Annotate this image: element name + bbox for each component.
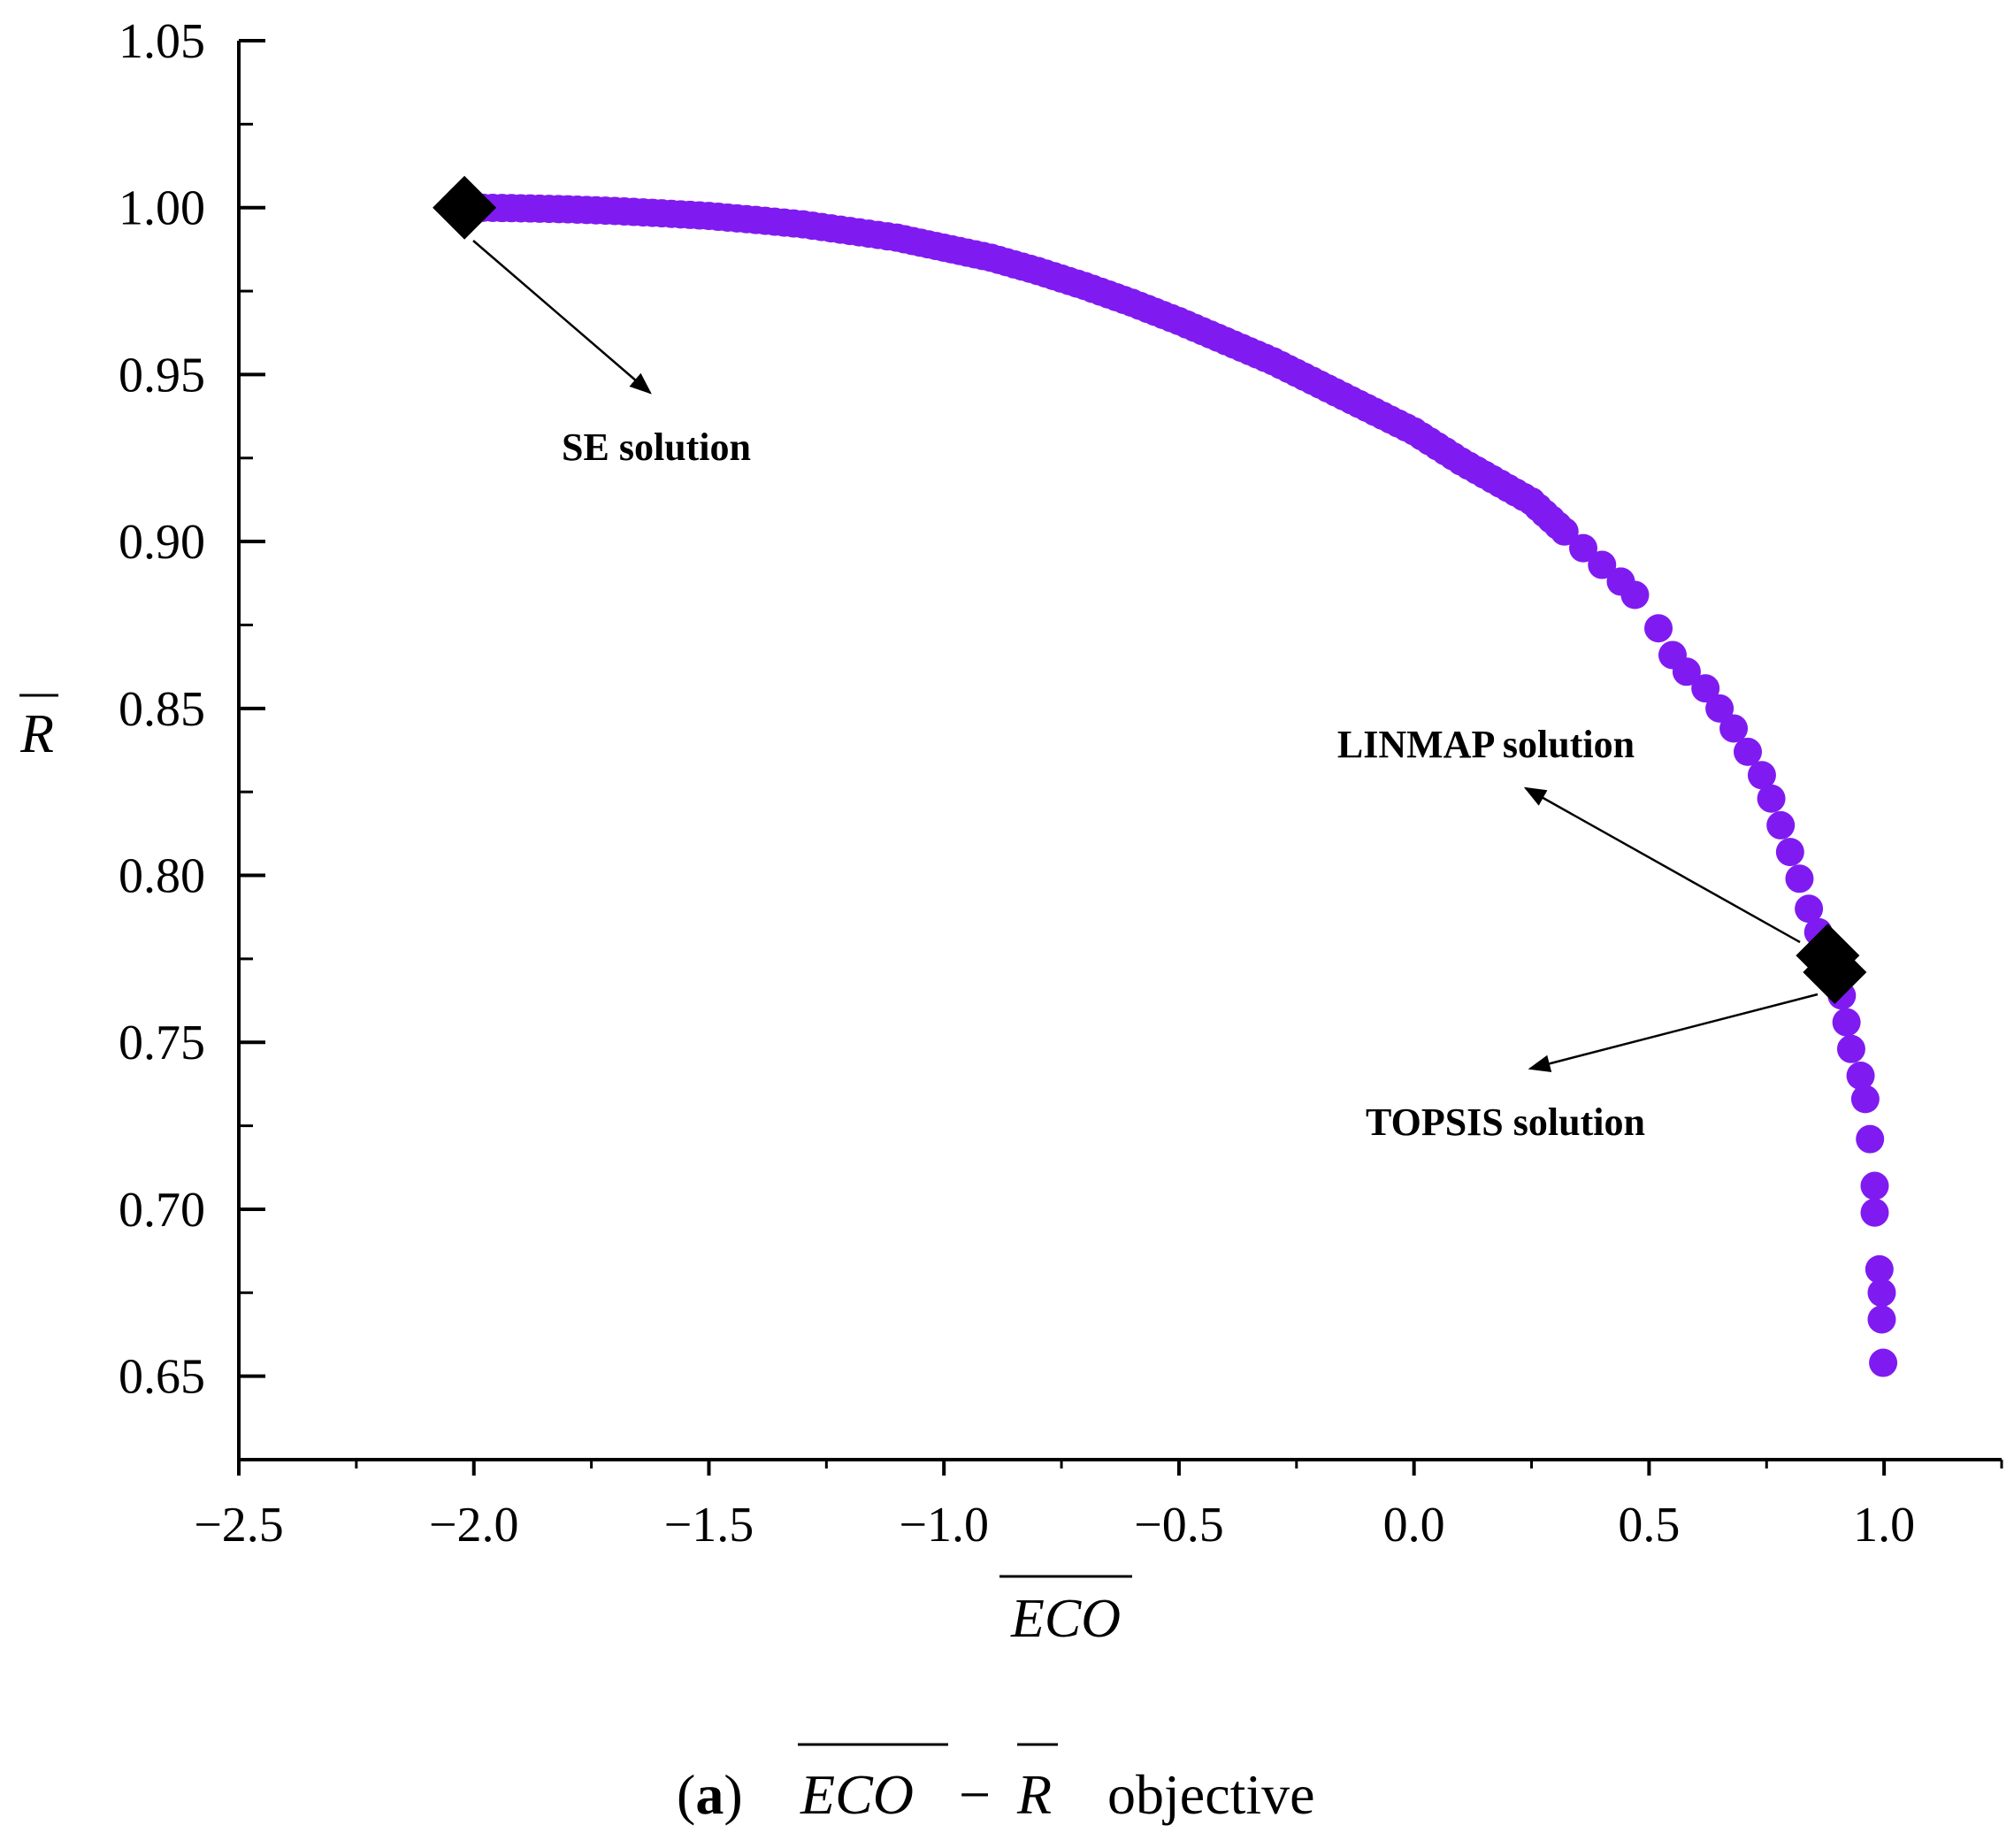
pareto-point [1705,694,1734,723]
annotations-layer: SE solution LINMAP solution TOPSIS solutio… [472,240,1819,1144]
y-tick-label: 0.65 [119,1350,205,1405]
pareto-point [1550,517,1579,546]
pareto-point [1856,1124,1885,1154]
pareto-point [1691,674,1720,703]
y-axis-title: R [19,704,54,764]
points-layer [433,175,1898,1377]
caption-label-letter: a [695,1763,724,1826]
pareto-point [1719,714,1749,743]
y-tick-label: 0.80 [119,849,205,904]
pareto-point [1867,1305,1896,1334]
pareto-point [1836,1034,1865,1063]
pareto-point [1846,1061,1875,1090]
caption-r: R [1016,1763,1052,1826]
pareto-point [1757,784,1786,813]
x-tick-label: −0.5 [1134,1498,1224,1553]
solution-marker [433,175,497,240]
pareto-point [1867,1278,1896,1307]
x-tick-label: 0.0 [1383,1498,1445,1553]
caption-objective: objective [1107,1763,1315,1826]
pareto-point [1850,1085,1880,1114]
annotation-label: TOPSIS solution [1366,1100,1645,1144]
x-tick-label: −1.5 [664,1498,754,1553]
y-tick-label: 0.95 [119,348,205,403]
pareto-point [1860,1198,1889,1227]
pareto-point [1785,864,1814,893]
pareto-point [1865,1254,1894,1284]
pareto-point [1832,1008,1861,1037]
caption-label: (a) [677,1763,743,1826]
x-tick-label: −2.5 [194,1498,284,1553]
pareto-point [1644,614,1673,643]
pareto-point [1766,810,1796,840]
y-tick-label: 0.75 [119,1016,205,1070]
y-tick-label: 0.85 [119,682,205,737]
pareto-point [1734,737,1763,766]
pareto-point [1588,550,1617,579]
caption-minus: − [959,1763,991,1826]
x-tick-label: 0.5 [1618,1498,1680,1553]
x-axis-title: ECO [1010,1589,1121,1649]
pareto-point [1795,894,1824,924]
caption-eco: ECO [800,1763,914,1826]
solution-marker [1803,939,1867,1004]
annotation-arrow [472,240,652,395]
caption-label-close: ) [724,1763,742,1826]
annotation-label: SE solution [562,426,751,469]
pareto-point [1775,838,1804,867]
annotation-arrow [1523,786,1801,944]
pareto-point [1620,580,1650,610]
x-tick-label: −2.0 [429,1498,519,1553]
pareto-point [1672,657,1701,686]
annotation-arrow [1528,993,1819,1073]
x-tick-label: −1.0 [899,1498,989,1553]
pareto-point [1568,533,1597,563]
pareto-point [1860,1171,1889,1200]
y-tick-label: 1.00 [119,181,205,236]
y-tick-label: 0.70 [119,1183,205,1238]
pareto-point [1869,1348,1898,1377]
y-tick-label: 0.90 [119,515,205,570]
y-tick-label: 1.05 [119,14,205,69]
axes-layer: −2.5 −2.0 −1.5 −1.0 −0.5 0.0 0.5 1.0 1.05 1.00 0.9… [19,14,2003,1649]
pareto-point [1747,761,1776,790]
x-tick-label: 1.0 [1853,1498,1915,1553]
annotation-label: LINMAP solution [1337,723,1635,766]
